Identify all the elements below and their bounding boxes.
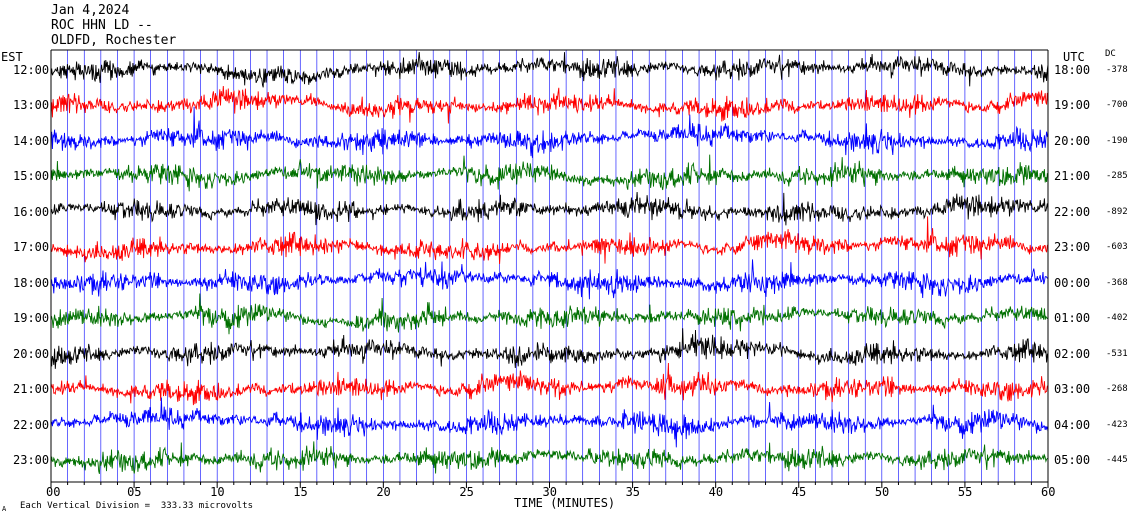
utc-label-1: 19:00 xyxy=(1054,98,1091,113)
est-label-9: 21:00 xyxy=(13,382,50,397)
utc-label-3: 21:00 xyxy=(1054,169,1091,184)
est-label-10: 22:00 xyxy=(13,417,50,432)
x-tick-label-05: 05 xyxy=(127,485,142,499)
trace-2300 xyxy=(50,441,1049,475)
utc-label-7: 01:00 xyxy=(1054,311,1091,326)
est-label-1: 13:00 xyxy=(13,98,50,113)
trace-1400 xyxy=(50,106,1049,158)
utc-label-0: 18:00 xyxy=(1054,63,1091,77)
trace-1900 xyxy=(50,293,1049,335)
est-label-3: 15:00 xyxy=(13,169,50,184)
plot-frame xyxy=(50,49,1049,488)
dc-value-11: -445 xyxy=(1106,454,1128,465)
dc-value-6: -368 xyxy=(1106,277,1128,288)
trace-1300 xyxy=(50,85,1049,124)
seismic-traces xyxy=(50,51,1049,475)
dc-value-1: -700 xyxy=(1106,100,1128,111)
utc-label-2: 20:00 xyxy=(1054,133,1091,148)
dc-value-0: -378 xyxy=(1106,65,1128,75)
utc-label-4: 22:00 xyxy=(1054,204,1091,219)
x-tick-label-00: 00 xyxy=(46,485,61,499)
x-tick-label-45: 45 xyxy=(791,485,807,499)
x-axis-label: TIME (MINUTES) xyxy=(514,496,616,510)
x-tick-label-25: 25 xyxy=(459,485,474,499)
dc-value-9: -268 xyxy=(1106,384,1128,395)
dc-value-3: -285 xyxy=(1106,171,1128,182)
right-timezone-label: UTC xyxy=(1063,50,1085,64)
trace-1500 xyxy=(50,154,1049,192)
x-tick-label-15: 15 xyxy=(293,485,308,499)
utc-label-5: 23:00 xyxy=(1054,240,1091,255)
dc-value-8: -531 xyxy=(1106,348,1128,359)
dc-value-2: -190 xyxy=(1106,135,1128,146)
est-label-5: 17:00 xyxy=(13,240,50,255)
dc-value-4: -892 xyxy=(1106,206,1128,217)
est-label-11: 23:00 xyxy=(13,452,50,467)
dc-header-label: DC xyxy=(1105,49,1116,59)
x-tick-label-50: 50 xyxy=(874,485,890,499)
scale-note: Each Vertical Division = 333.33 microvol… xyxy=(20,501,253,511)
location-title: OLDFD, Rochester xyxy=(51,33,177,48)
dc-value-7: -402 xyxy=(1106,313,1128,324)
est-label-0: 12:00 xyxy=(13,63,50,77)
trace-1200 xyxy=(50,51,1049,88)
trace-1600 xyxy=(50,191,1049,226)
date-title: Jan 4,2024 xyxy=(51,3,130,18)
x-tick-label-20: 20 xyxy=(376,485,391,499)
dc-value-10: -423 xyxy=(1106,419,1128,430)
est-label-4: 16:00 xyxy=(13,204,50,219)
est-label-8: 20:00 xyxy=(13,346,50,361)
x-tick-label-40: 40 xyxy=(708,485,724,499)
utc-label-10: 04:00 xyxy=(1054,417,1091,432)
trace-1700 xyxy=(50,216,1049,265)
trace-2200 xyxy=(50,397,1049,448)
trace-2100 xyxy=(50,362,1049,406)
est-label-7: 19:00 xyxy=(13,311,50,326)
station-title: ROC HHN LD -- xyxy=(51,18,153,33)
x-tick-label-55: 55 xyxy=(957,485,973,499)
est-label-6: 18:00 xyxy=(13,275,50,290)
x-tick-label-30: 30 xyxy=(542,485,557,499)
corner-mark: A xyxy=(2,505,7,513)
utc-label-6: 00:00 xyxy=(1054,275,1091,290)
x-tick-label-35: 35 xyxy=(625,485,641,499)
trace-1800 xyxy=(50,259,1049,300)
dc-value-5: -603 xyxy=(1106,242,1128,253)
x-tick-label-60: 60 xyxy=(1041,485,1056,499)
x-tick-label-10: 10 xyxy=(210,485,225,499)
left-timezone-label: EST xyxy=(1,50,23,64)
utc-label-11: 05:00 xyxy=(1054,452,1091,467)
utc-label-8: 02:00 xyxy=(1054,346,1091,361)
trace-2000 xyxy=(50,328,1048,369)
utc-label-9: 03:00 xyxy=(1054,382,1091,397)
est-label-2: 14:00 xyxy=(13,133,50,148)
